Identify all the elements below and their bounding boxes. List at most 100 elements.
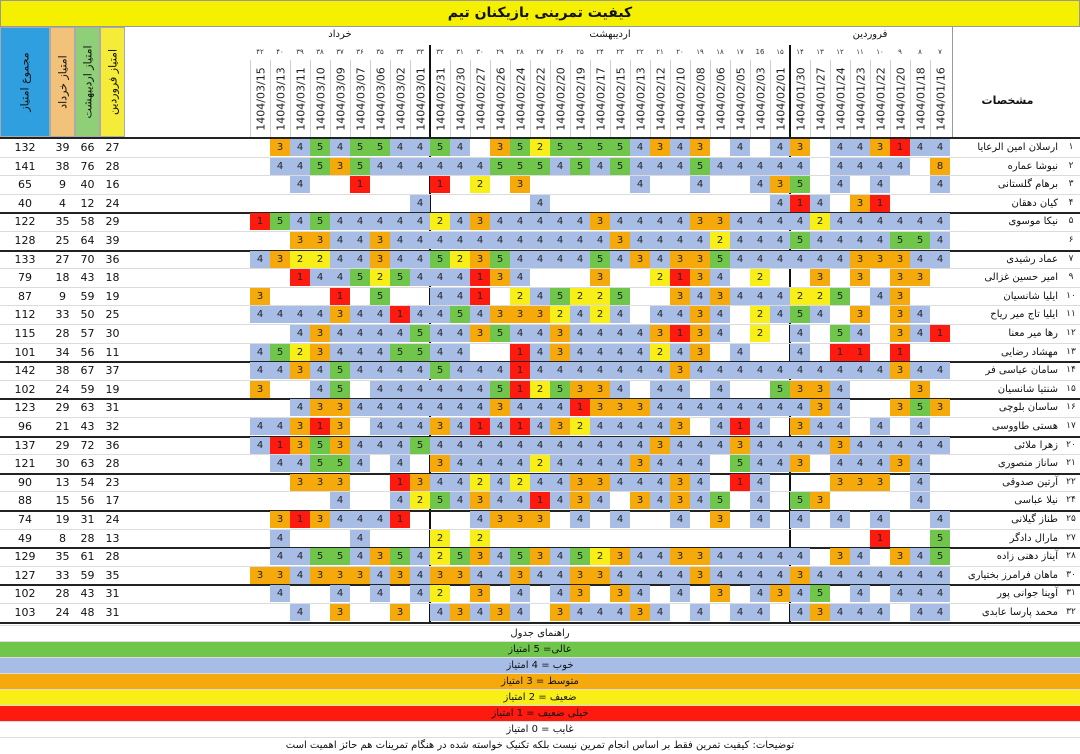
player-total-score: 112 bbox=[14, 308, 36, 322]
score-cell: 3 bbox=[290, 436, 310, 454]
session-number: ۳۷ bbox=[336, 48, 344, 56]
header-total: مجموع امتیاز bbox=[0, 27, 50, 137]
score-cell: 4 bbox=[330, 585, 350, 603]
score-cell: 4 bbox=[630, 176, 650, 194]
score-cell: 3 bbox=[470, 585, 490, 603]
player-name: نیوشا عماره bbox=[1007, 160, 1058, 172]
score-cell: 4 bbox=[810, 418, 830, 435]
score-cell: 4 bbox=[410, 213, 430, 231]
score-cell: 4 bbox=[590, 343, 610, 361]
score-cell: 4 bbox=[610, 418, 630, 435]
player-ordibehesht-score: 48 bbox=[80, 606, 95, 619]
month-label: اردیبهشت bbox=[589, 29, 631, 40]
score-cell: 8 bbox=[930, 157, 950, 175]
score-cell: 4 bbox=[730, 604, 750, 621]
score-cell: 3 bbox=[330, 604, 350, 621]
score-cell: 3 bbox=[810, 269, 830, 287]
score-cell: 4 bbox=[290, 306, 310, 324]
score-cell: 4 bbox=[610, 566, 630, 584]
score-cell: 4 bbox=[830, 250, 850, 268]
score-cell: 4 bbox=[370, 399, 390, 417]
row-divider bbox=[0, 231, 1080, 232]
score-cell: 4 bbox=[350, 529, 370, 547]
date-header-cell: 1404/03/10 bbox=[310, 60, 330, 137]
player-total-score: 102 bbox=[14, 382, 36, 396]
score-cell: 4 bbox=[390, 157, 410, 175]
score-cell: 3 bbox=[490, 511, 510, 528]
score-cell: 3 bbox=[330, 436, 350, 454]
player-khordad-score: 38 bbox=[55, 159, 70, 173]
score-cell: 4 bbox=[630, 418, 650, 435]
score-cell: 4 bbox=[270, 362, 290, 380]
player-name: آرتین صدوقی bbox=[1002, 476, 1058, 488]
score-cell: 4 bbox=[630, 362, 650, 380]
player-name: ساناز منصوری bbox=[997, 458, 1058, 470]
score-cell: 4 bbox=[650, 566, 670, 584]
score-cell: 4 bbox=[730, 343, 750, 361]
score-cell: 4 bbox=[790, 325, 810, 342]
score-cell: 4 bbox=[550, 250, 570, 268]
score-cell: 2 bbox=[590, 306, 610, 324]
player-farvardin-score: 37 bbox=[105, 364, 120, 378]
player-row-number: ۱۴ bbox=[1066, 365, 1076, 376]
score-cell: 4 bbox=[710, 566, 730, 584]
score-cell: 4 bbox=[910, 548, 930, 566]
score-cell: 4 bbox=[410, 566, 430, 584]
score-cell: 4 bbox=[810, 232, 830, 249]
score-cell: 4 bbox=[410, 269, 430, 287]
score-cell: 1 bbox=[730, 473, 750, 491]
score-cell: 4 bbox=[830, 399, 850, 417]
score-cell: 4 bbox=[270, 529, 290, 547]
score-cell: 3 bbox=[770, 176, 790, 194]
score-cell: 4 bbox=[430, 287, 450, 305]
score-cell: 4 bbox=[270, 418, 290, 435]
player-row-number: ۱۷ bbox=[1066, 421, 1076, 431]
score-cell: 4 bbox=[630, 343, 650, 361]
score-cell: 3 bbox=[850, 269, 870, 287]
score-cell: 4 bbox=[470, 566, 490, 584]
score-cell: 4 bbox=[750, 418, 770, 435]
score-cell: 4 bbox=[810, 362, 830, 380]
score-cell: 4 bbox=[610, 436, 630, 454]
score-cell: 4 bbox=[750, 604, 770, 621]
score-cell: 3 bbox=[330, 306, 350, 324]
score-cell: 4 bbox=[370, 306, 390, 324]
score-cell: 3 bbox=[790, 380, 810, 398]
score-cell: 4 bbox=[730, 139, 750, 156]
player-name: برهام گلستانی bbox=[997, 179, 1058, 191]
score-cell: 4 bbox=[370, 157, 390, 175]
score-cell: 4 bbox=[610, 213, 630, 231]
score-cell: 5 bbox=[350, 139, 370, 156]
score-cell: 3 bbox=[870, 473, 890, 491]
score-cell: 4 bbox=[650, 250, 670, 268]
score-cell: 3 bbox=[630, 399, 650, 417]
date-label: 1404/02/17 bbox=[594, 66, 607, 131]
score-cell: 3 bbox=[310, 511, 330, 528]
score-cell: 4 bbox=[910, 418, 930, 435]
player-khordad-score: 35 bbox=[55, 550, 70, 564]
score-cell: 5 bbox=[590, 139, 610, 156]
score-cell: 4 bbox=[690, 455, 710, 473]
score-cell: 4 bbox=[870, 287, 890, 305]
score-cell: 3 bbox=[630, 604, 650, 621]
score-cell: 2 bbox=[570, 287, 590, 305]
score-cell: 4 bbox=[290, 325, 310, 342]
score-cell: 2 bbox=[290, 343, 310, 361]
date-header-cell: 1404/02/30 bbox=[450, 60, 470, 137]
score-cell: 3 bbox=[290, 418, 310, 435]
score-cell: 4 bbox=[630, 213, 650, 231]
date-header-cell: 1404/03/09 bbox=[330, 60, 350, 137]
row-divider bbox=[0, 528, 1080, 530]
player-total-score: 122 bbox=[14, 215, 36, 229]
score-cell: 4 bbox=[850, 585, 870, 603]
player-farvardin-score: 28 bbox=[105, 159, 120, 173]
score-cell: 5 bbox=[610, 157, 630, 175]
date-label: 1404/03/10 bbox=[314, 66, 327, 131]
score-cell: 3 bbox=[250, 287, 270, 305]
legend-title: راهنمای جدول bbox=[0, 624, 1080, 641]
score-cell: 4 bbox=[530, 325, 550, 342]
score-cell: 4 bbox=[930, 436, 950, 454]
legend-note: توضیحات: کیفیت تمرین فقط بر اساس انجام ت… bbox=[0, 736, 1080, 753]
score-cell: 4 bbox=[730, 566, 750, 584]
player-khordad-score: 21 bbox=[55, 420, 70, 433]
